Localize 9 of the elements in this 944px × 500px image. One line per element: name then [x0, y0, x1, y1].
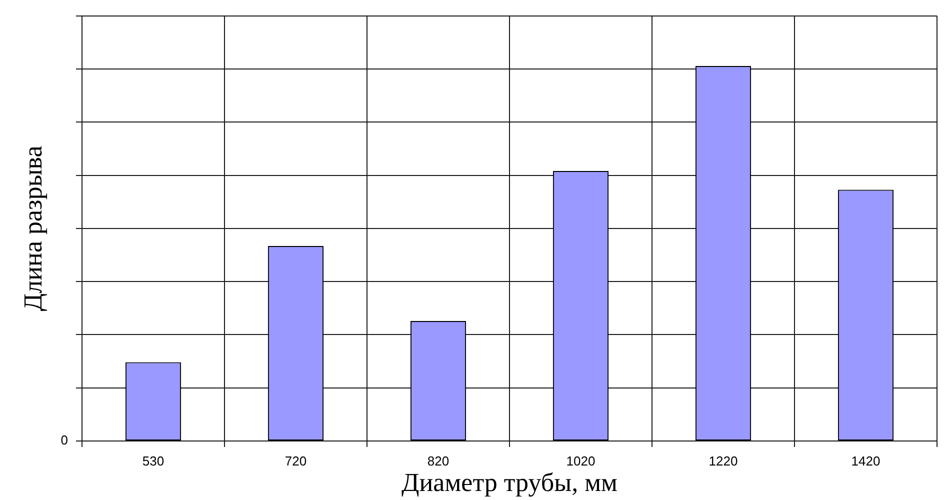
y-axis-title: Длина разрыва — [18, 145, 48, 312]
x-tick-label: 1020 — [566, 453, 596, 468]
x-tick-label: 1420 — [851, 453, 880, 468]
x-tick-label: 1220 — [708, 453, 738, 468]
x-axis-title: Диаметр трубы, мм — [402, 468, 618, 498]
x-tick-label: 820 — [427, 453, 450, 468]
text: 0 — [60, 432, 68, 448]
x-tick-label: 530 — [142, 453, 164, 468]
x-tick-label: 720 — [284, 453, 307, 468]
